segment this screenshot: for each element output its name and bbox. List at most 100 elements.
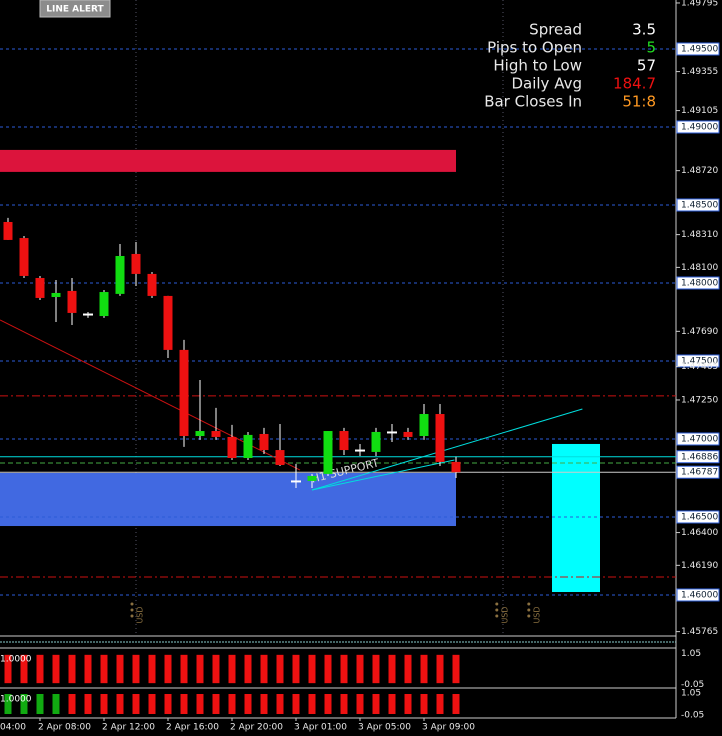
indicator-bar — [196, 694, 204, 714]
x-tick-label: 2 Apr 12:00 — [102, 723, 155, 733]
zone — [0, 472, 456, 527]
candle-body — [403, 431, 413, 437]
y-tick-label: 1.47250 — [681, 395, 718, 405]
indicator-bar — [260, 694, 268, 714]
indicator-value: 1.0000 — [0, 655, 32, 665]
indicator-bar — [68, 654, 76, 684]
indicator-bar — [116, 654, 124, 684]
indicator-bar — [4, 654, 12, 684]
candle-body — [195, 431, 205, 437]
indicator-bar — [148, 694, 156, 714]
info-value: 184.7 — [613, 75, 656, 93]
event-star — [495, 602, 499, 606]
indicator-bar — [276, 654, 284, 684]
y-tick-label: 1.47500 — [681, 356, 718, 366]
indicator-bar — [20, 694, 28, 714]
tick-box — [676, 198, 720, 212]
y-tick-label: 1.48100 — [681, 263, 718, 273]
x-tick-label: 2 Apr 16:00 — [166, 723, 219, 733]
x-tick-label: 3 Apr 01:00 — [294, 723, 347, 733]
indicator-bar — [100, 654, 108, 684]
event-star — [527, 608, 531, 612]
candle-body — [275, 450, 285, 466]
y-tick-label: 1.48500 — [681, 200, 718, 210]
y-tick-label: 1.45765 — [681, 627, 718, 637]
button-label[interactable]: LINE ALERT — [46, 5, 104, 15]
indicator-bar — [212, 654, 220, 684]
indicator-bar — [164, 694, 172, 714]
candle-body — [451, 461, 461, 473]
candle-body — [83, 313, 93, 316]
candle-body — [131, 253, 141, 274]
tick-box — [676, 354, 720, 368]
info-label: Daily Avg — [511, 75, 582, 93]
info-value: 57 — [637, 57, 656, 75]
indicator-bar — [356, 654, 364, 684]
tick-box — [676, 276, 720, 290]
indicator-bar — [436, 654, 444, 684]
indicator-bar — [52, 694, 60, 714]
indicator-bar — [388, 694, 396, 714]
indicator-bar — [116, 694, 124, 714]
tick-box — [676, 120, 720, 134]
y-tick-label: 1.49795 — [681, 0, 718, 8]
indicator-bar — [84, 694, 92, 714]
y-tick-label: 1.48720 — [681, 166, 718, 176]
indicator-bar — [436, 694, 444, 714]
y-tick-label: 1.47690 — [681, 327, 718, 337]
indicator-bar — [452, 654, 460, 684]
indicator-bar — [292, 654, 300, 684]
indicator-bar — [324, 654, 332, 684]
indicator-bar — [340, 694, 348, 714]
event-star — [130, 614, 134, 618]
event-star — [527, 602, 531, 606]
event-label: USD — [136, 606, 145, 623]
indicator-bar — [372, 694, 380, 714]
y-tick-label: 1.46500 — [681, 512, 718, 522]
candle-body — [147, 273, 157, 296]
indicator-bar — [404, 654, 412, 684]
indicator-tick-label: 1.05 — [681, 649, 701, 659]
candle-body — [211, 431, 221, 437]
indicator-bar — [20, 654, 28, 684]
candle-body — [371, 431, 381, 452]
event-star — [527, 614, 531, 618]
indicator-value: 1.0000 — [0, 695, 32, 705]
y-tick-label: 1.46190 — [681, 561, 718, 571]
indicator-bar — [100, 694, 108, 714]
button[interactable]: LINE ALERT — [39, 0, 111, 18]
indicator-bar — [324, 694, 332, 714]
info-value: 3.5 — [632, 21, 656, 39]
info-label: Pips to Open — [487, 39, 582, 57]
tick-box — [676, 432, 720, 446]
indicator-bar — [180, 654, 188, 684]
x-tick-label: 2 Apr 08:00 — [38, 723, 91, 733]
indicator-bar — [372, 654, 380, 684]
indicator-bar — [292, 694, 300, 714]
info-label: Bar Closes In — [484, 93, 582, 111]
event-star — [130, 602, 134, 606]
tick-box — [676, 450, 720, 464]
trend-line — [311, 408, 583, 491]
candle-body — [51, 292, 61, 298]
candle-body — [115, 255, 125, 294]
y-tick-label: 1.47465 — [681, 362, 718, 372]
indicator-bar — [388, 654, 396, 684]
trend-line — [311, 459, 455, 491]
candle-body — [339, 431, 349, 451]
tick-box — [676, 588, 720, 602]
indicator-bar — [276, 694, 284, 714]
x-tick-label: 2 Apr 20:00 — [230, 723, 283, 733]
y-tick-label: 1.46787 — [681, 468, 718, 478]
indicator-bar — [52, 654, 60, 684]
trend-line — [0, 319, 301, 471]
info-panel: Spread 3.5 Pips to Open 5 High to Low 57 Daily… — [484, 21, 656, 111]
candle-body — [307, 475, 317, 481]
candle-body — [387, 431, 397, 434]
candle-body — [163, 295, 173, 350]
y-tick-label: 1.49500 — [681, 44, 718, 54]
indicator-bar — [196, 654, 204, 684]
indicator-tick-label: -0.05 — [681, 711, 704, 721]
y-tick-label: 1.48000 — [681, 278, 718, 288]
candle-body — [19, 238, 29, 276]
